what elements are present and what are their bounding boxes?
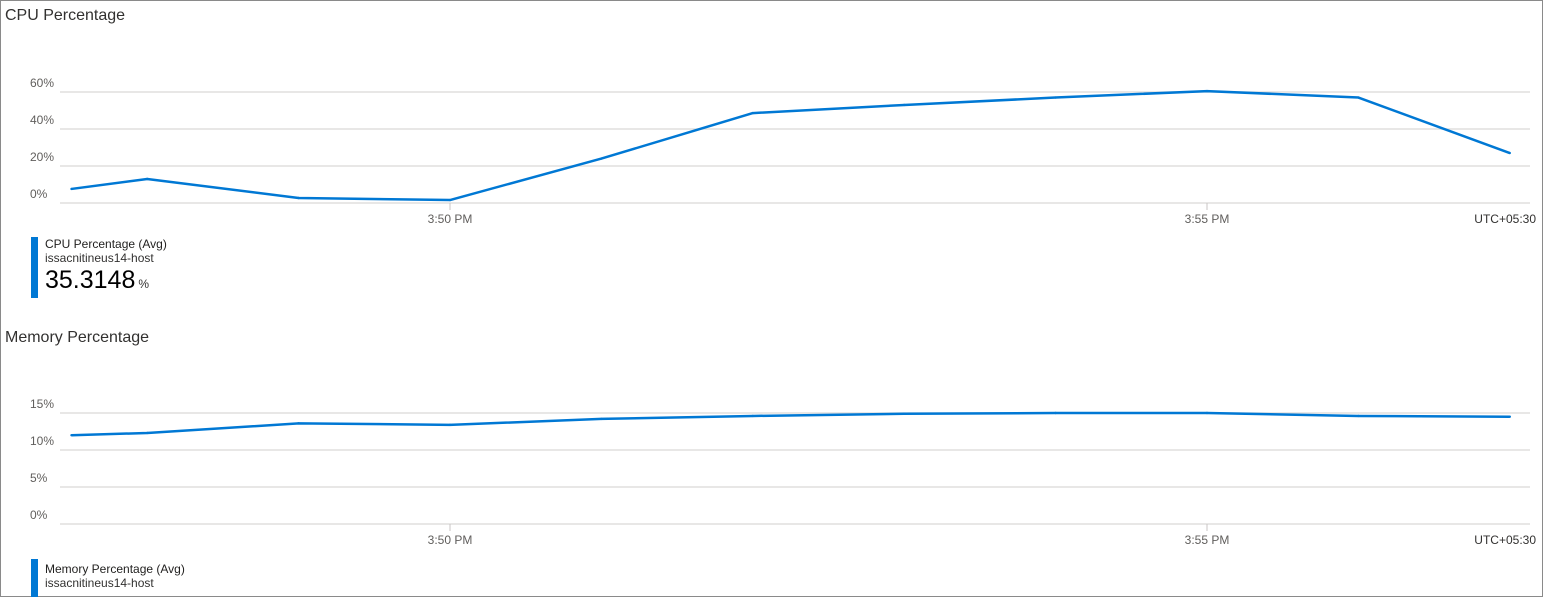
y-tick-label: 5%	[30, 471, 48, 485]
cpu-legend-value: 35.3148	[45, 266, 136, 294]
timezone-label: UTC+05:30	[1474, 212, 1536, 226]
memory-legend-color-bar	[31, 559, 38, 597]
cpu-chart-title: CPU Percentage	[5, 7, 126, 24]
y-tick-label: 60%	[30, 76, 54, 90]
cpu-legend-metric: CPU Percentage (Avg)	[45, 237, 167, 251]
memory-legend-resource: issacnitineus14-host	[45, 576, 154, 590]
data-point	[1357, 414, 1360, 418]
x-tick-label: 3:50 PM	[428, 212, 473, 226]
memory-chart[interactable]: 0% 5% 10% 15% 3:50 PM 3:55 PM UTC+05:30	[0, 320, 1543, 560]
data-point	[448, 423, 452, 427]
data-point	[1357, 96, 1360, 99]
y-tick-label: 20%	[30, 150, 54, 164]
data-point	[448, 198, 452, 202]
cpu-legend-unit: %	[138, 277, 150, 291]
cpu-chart[interactable]: 0% 20% 40% 60% 3:50 PM 3:55 PM UTC+05:30	[0, 0, 1543, 240]
data-point	[903, 412, 906, 415]
cpu-legend-value-row: 35.3148%	[45, 265, 167, 299]
data-point	[1508, 415, 1512, 418]
series-line	[71, 89, 1511, 202]
data-point	[903, 103, 906, 107]
y-tick-label: 40%	[30, 113, 54, 127]
cpu-legend-color-bar	[31, 237, 38, 298]
data-point	[600, 417, 603, 421]
memory-legend-metric: Memory Percentage (Avg)	[45, 562, 185, 576]
x-tick-label: 3:55 PM	[1185, 212, 1230, 226]
data-point	[297, 196, 300, 200]
data-point	[146, 177, 149, 181]
data-point	[1205, 411, 1209, 415]
data-point	[1054, 411, 1057, 415]
data-point	[751, 111, 754, 115]
y-tick-label: 10%	[30, 434, 54, 448]
x-tick-label: 3:50 PM	[428, 533, 473, 547]
y-tick-label: 15%	[30, 397, 54, 411]
timezone-label: UTC+05:30	[1474, 533, 1536, 547]
data-point	[1508, 151, 1512, 155]
cpu-legend-resource: issacnitineus14-host	[45, 251, 154, 265]
series-line	[71, 411, 1510, 437]
data-point	[1205, 89, 1209, 93]
x-tick-label: 3:55 PM	[1185, 533, 1230, 547]
y-tick-label: 0%	[30, 187, 48, 201]
data-point	[1054, 96, 1057, 99]
data-point	[297, 422, 300, 425]
y-tick-label: 0%	[30, 508, 48, 522]
data-point	[146, 431, 149, 435]
data-point	[600, 157, 603, 160]
data-point	[70, 434, 73, 437]
data-point	[751, 414, 754, 418]
data-point	[70, 187, 73, 191]
memory-chart-title: Memory Percentage	[5, 329, 150, 346]
